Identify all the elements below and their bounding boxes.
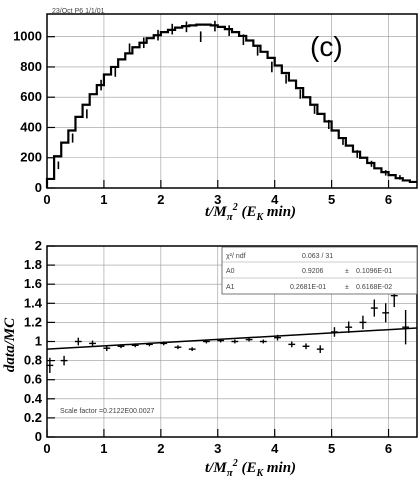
y-tick-label: 0.2 <box>24 410 42 425</box>
x-tick-label: 3 <box>214 192 221 207</box>
top-x-axis-label: t/Mπ2 (EK min) <box>205 202 296 223</box>
x-tick-label: 5 <box>328 441 335 456</box>
bottom-x-ticks: 0 1 2 3 4 5 6 <box>43 429 392 456</box>
y-tick-label: 400 <box>20 119 42 134</box>
y-tick-label: 1000 <box>13 29 42 44</box>
y-tick-label: 200 <box>20 150 42 165</box>
stats-row-1-value: 0.9206 <box>302 268 324 275</box>
x-tick-label: 2 <box>157 192 164 207</box>
x-tick-label: 6 <box>385 441 392 456</box>
y-tick-label: 0 <box>35 180 42 195</box>
x-tick-label: 0 <box>43 192 50 207</box>
y-tick-label: 0.6 <box>24 372 42 387</box>
y-tick-label: 0.4 <box>24 391 43 406</box>
top-grid <box>46 14 417 189</box>
top-header-text: 23/Oct P6 1/1/01 <box>52 8 105 15</box>
bottom-x-axis-label: t/Mπ2 (EK min) <box>205 458 296 479</box>
bottom-panel: 0 0.2 0.4 0.6 0.8 1 1.2 1.4 1.6 1.8 2 0 1 2 3 4 5 6 χ²/ … <box>2 238 418 479</box>
x-tick-label: 3 <box>214 441 221 456</box>
stats-row-1-error: 0.1096E-01 <box>356 268 392 275</box>
y-tick-label: 1.6 <box>24 276 42 291</box>
x-tick-label: 2 <box>157 441 164 456</box>
y-tick-label: 1.4 <box>24 295 43 310</box>
stats-row-2-value: 0.2681E-01 <box>290 284 326 291</box>
top-y-ticks: 0 200 400 600 800 1000 <box>13 29 55 195</box>
y-tick-label: 600 <box>20 89 42 104</box>
bottom-y-ticks: 0 0.2 0.4 0.6 0.8 1 1.2 1.4 1.6 1.8 2 <box>24 238 55 444</box>
y-tick-label: 1.2 <box>24 314 42 329</box>
x-tick-label: 4 <box>271 192 279 207</box>
y-tick-label: 1.8 <box>24 257 42 272</box>
stats-row-1-pm: ± <box>345 268 349 275</box>
bottom-fit-line <box>46 327 418 350</box>
panel-label: (c) <box>310 31 343 62</box>
y-tick-label: 2 <box>35 238 42 253</box>
stats-row-2-error: 0.6168E-02 <box>356 284 392 291</box>
top-histogram-step <box>45 23 417 188</box>
stats-row-0-label: χ²/ ndf <box>226 253 246 260</box>
top-data-points <box>57 20 401 180</box>
x-tick-label: 1 <box>100 192 107 207</box>
x-tick-label: 4 <box>271 441 279 456</box>
x-tick-label: 5 <box>328 192 335 207</box>
y-tick-label: 800 <box>20 59 42 74</box>
stats-row-2-pm: ± <box>345 284 349 291</box>
stats-row-0-value: 0.063 / 31 <box>302 253 333 260</box>
y-tick-label: 0 <box>35 429 42 444</box>
x-tick-label: 1 <box>100 441 107 456</box>
bottom-data-points <box>46 284 410 374</box>
top-panel: 23/Oct P6 1/1/01 0 200 400 600 800 1000 0 1 2 3 4… <box>13 8 418 223</box>
stats-row-1-label: A0 <box>226 268 235 275</box>
top-frame <box>46 13 418 189</box>
y-tick-label: 1 <box>35 334 42 349</box>
stats-row-2-label: A1 <box>226 284 235 291</box>
bottom-y-axis-label: data/MC <box>2 317 18 372</box>
x-tick-label: 6 <box>385 192 392 207</box>
x-tick-label: 0 <box>43 441 50 456</box>
y-tick-label: 0.8 <box>24 353 42 368</box>
stats-box: χ²/ ndf 0.063 / 31 A0 0.9206 ± 0.1096E-0… <box>221 246 418 295</box>
top-x-ticks: 0 1 2 3 4 5 6 <box>43 180 392 207</box>
scale-factor-note: Scale factor =0.2122E00.0027 <box>60 408 154 415</box>
